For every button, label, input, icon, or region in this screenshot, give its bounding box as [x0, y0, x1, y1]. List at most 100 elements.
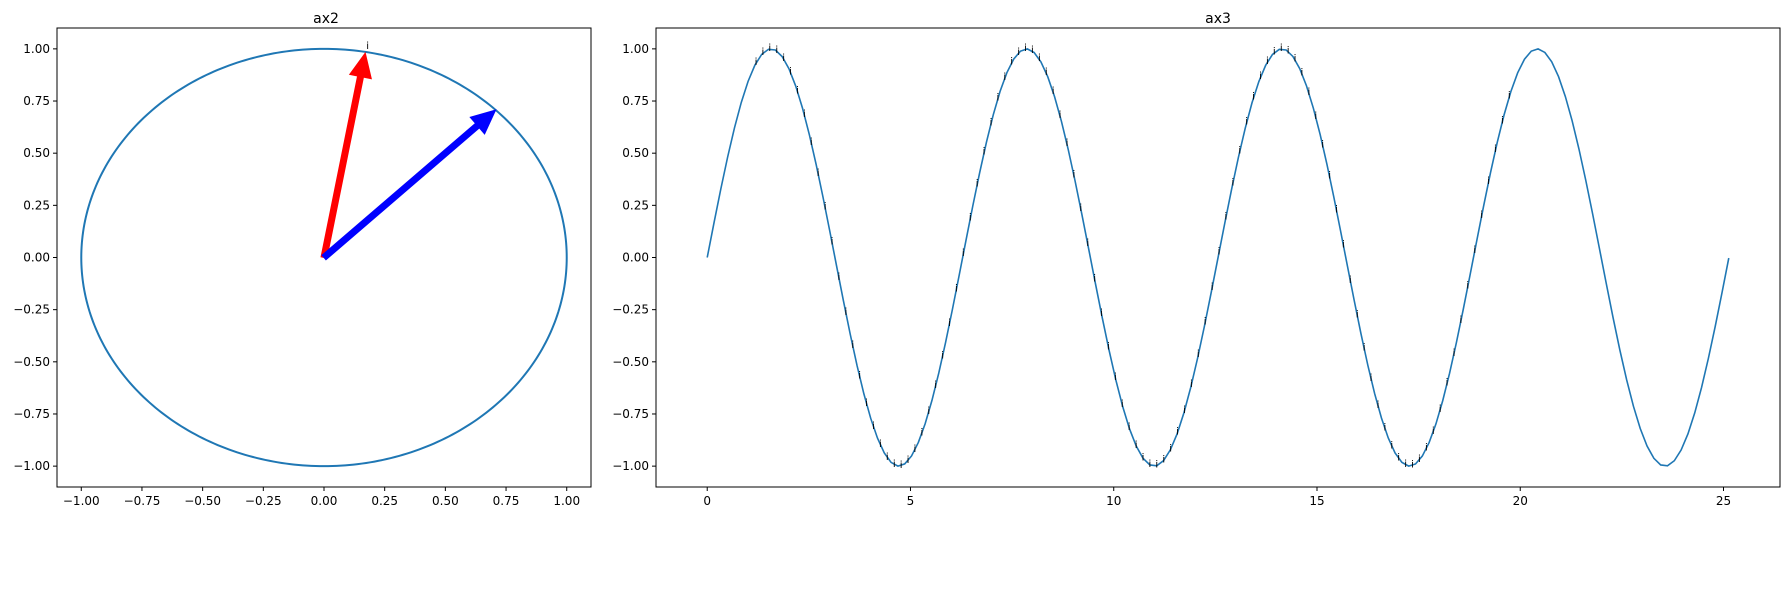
ax3-plot-area: [706, 48, 1730, 467]
ax3-point-label: i: [803, 109, 806, 120]
ax3-point-label: i: [1370, 373, 1373, 384]
ax3-point-label: i: [1335, 204, 1338, 215]
ax3-point-label: i: [1073, 169, 1076, 180]
ax3-point-label: i: [796, 85, 799, 96]
ax3-xtick-label: 20: [1513, 494, 1528, 508]
ax3-axes-frame: [655, 27, 1781, 488]
ax3-point-label: i: [1453, 348, 1456, 359]
ax3-ytick-label: −0.75: [612, 407, 649, 421]
ax3-point-label: i: [900, 460, 903, 471]
ax3-point-label: i: [1128, 422, 1131, 433]
ax2-ytick-label: 1.00: [23, 42, 50, 56]
ax2-arrow-blue: [321, 109, 497, 261]
ax3-point-label: i: [1356, 310, 1359, 321]
ax3-xtick-label: 10: [1106, 494, 1121, 508]
ax3-point-label: i: [962, 248, 965, 259]
ax2-xtick-label: 0.25: [371, 494, 398, 508]
ax3-point-label: i: [1093, 273, 1096, 284]
ax3-point-label: i: [969, 213, 972, 224]
ax3-point-label: i: [1169, 443, 1172, 454]
ax3-point-label: i: [1383, 423, 1386, 434]
ax3-point-label: i: [990, 118, 993, 129]
ax3-point-label: i: [955, 283, 958, 294]
ax2-annotation: i: [366, 41, 369, 52]
ax3-point-label: i: [1432, 426, 1435, 437]
ax3-point-label: i: [976, 179, 979, 190]
ax2-xtick-label: 0.00: [311, 494, 338, 508]
ax3-point-label: i: [1480, 210, 1483, 221]
ax3-ytick-label: −1.00: [612, 459, 649, 473]
ax3-point-label: i: [1349, 275, 1352, 286]
ax2-ytick-label: −0.50: [13, 355, 50, 369]
ax3-ytick-label: 1.00: [622, 42, 649, 56]
ax3-point-label: i: [1031, 45, 1034, 56]
ax3-point-label: i: [1218, 247, 1221, 258]
ax3-ytick-label: 0.75: [622, 94, 649, 108]
ax3-point-label: i: [893, 459, 896, 470]
ax3-point-label: i: [1439, 404, 1442, 415]
ax3-point-label: i: [872, 421, 875, 432]
ax2-xtick-label: 0.50: [432, 494, 459, 508]
ax2-xtick-label: 0.75: [493, 494, 520, 508]
ax2-circle-line: [80, 47, 568, 468]
ax3-point-label: i: [1287, 45, 1290, 56]
ax3-point-label: i: [1446, 378, 1449, 389]
ax2-ytick-label: 0.25: [23, 198, 50, 212]
ax3-point-label: i: [1003, 72, 1006, 83]
ax3-point-label: i: [1487, 176, 1490, 187]
ax2-ytick-label: 0.75: [23, 94, 50, 108]
ax3-point-label: i: [1508, 91, 1511, 102]
ax3-point-label: i: [824, 202, 827, 213]
ax3-point-label: i: [817, 168, 820, 179]
ax2-xtick-label: 1.00: [553, 494, 580, 508]
ax3-point-label: i: [1404, 459, 1407, 470]
ax3-point-label: i: [1183, 405, 1186, 416]
ax3-point-label: i: [1397, 453, 1400, 464]
ax2-xtick-label: −0.75: [124, 494, 161, 508]
ax3-point-label: i: [1252, 92, 1255, 103]
ax2-panel: ax2 −1.00 −0.75 −0.50 −0.25 0.00 0.25 0.50 0.75…: [13, 11, 592, 508]
ax3-point-label: i: [851, 340, 854, 351]
ax3-sine-line: [706, 48, 1730, 467]
ax3-point-label: i: [934, 380, 937, 391]
ax3-point-label: i: [1225, 211, 1228, 222]
ax3-point-label: i: [1466, 281, 1469, 292]
ax3-point-label: i: [1459, 315, 1462, 326]
ax3-point-label: i: [1121, 399, 1124, 410]
ax3-point-label: i: [1052, 86, 1055, 97]
ax3-point-label: i: [1010, 57, 1013, 68]
ax3-point-label: i: [762, 47, 765, 58]
ax3-point-label: i: [1231, 177, 1234, 188]
ax3-point-label: i: [1342, 239, 1345, 250]
ax3-point-label: i: [1086, 238, 1089, 249]
ax3-point-label: i: [1190, 379, 1193, 390]
ax3-point-label: i: [1045, 67, 1048, 78]
ax3-point-label: i: [858, 371, 861, 382]
ax2-ytick-label: 0.50: [23, 146, 50, 160]
ax3-point-label: i: [1114, 372, 1117, 383]
ax3-xtick-label: 0: [703, 494, 711, 508]
ax2-xtick-label: −1.00: [63, 494, 100, 508]
ax3-point-label: i: [1266, 56, 1269, 67]
ax3-point-label: i: [1197, 349, 1200, 360]
ax3-point-label: i: [1238, 145, 1241, 156]
ax2-ytick-label: −0.25: [13, 303, 50, 317]
ax3-ytick-label: 0.25: [622, 198, 649, 212]
ax2-title: ax2: [313, 11, 339, 27]
ax3-point-label: i: [1149, 459, 1152, 470]
ax2-xtick-label: −0.25: [245, 494, 282, 508]
ax3-point-label: i: [907, 455, 910, 466]
ax3-title: ax3: [1205, 11, 1231, 27]
ax3-point-label: i: [1321, 139, 1324, 150]
ax3-point-label: i: [1294, 54, 1297, 65]
ax3-point-label: i: [768, 43, 771, 54]
ax3-point-label: i: [1314, 111, 1317, 122]
ax3-point-label: i: [1024, 43, 1027, 54]
ax3-point-label: i: [831, 237, 834, 248]
ax3-point-label: i: [782, 53, 785, 64]
ax3-point-label: i: [1100, 308, 1103, 319]
ax3-point-label: i: [838, 272, 841, 283]
ax3-point-label: i: [1280, 43, 1283, 54]
ax3-point-label: i: [941, 350, 944, 361]
